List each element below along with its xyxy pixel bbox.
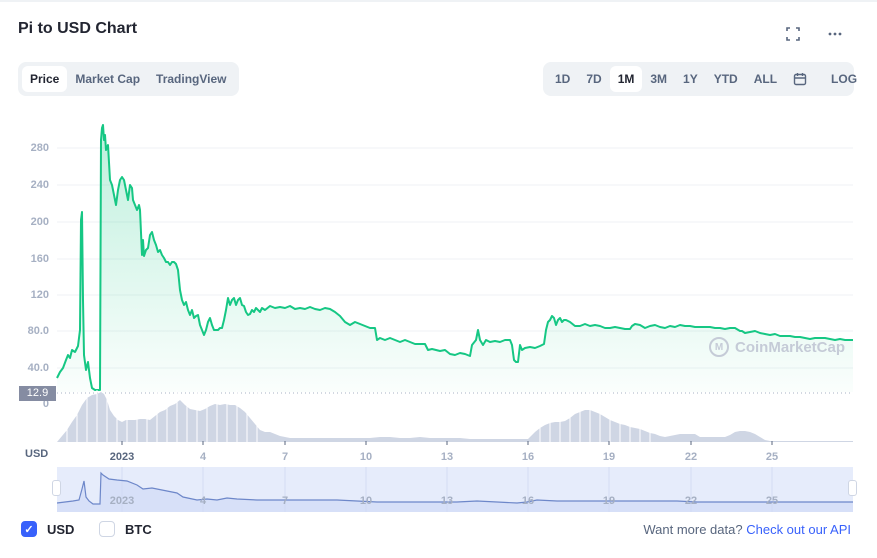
range-ytd[interactable]: YTD [713,72,738,86]
nav-tick-22: 22 [685,495,697,507]
x-tick-4: 4 [199,451,207,463]
x-tick-13: 13 [440,451,454,463]
y-tick-160: 160 [30,253,49,265]
nav-tick-4: 4 [200,495,207,507]
btc-checkbox[interactable] [99,521,115,537]
usd-label: USD [47,521,75,537]
tab-price[interactable]: Price [22,66,68,92]
tab-market-cap[interactable]: Market Cap [75,72,141,86]
usd-checkbox[interactable]: ✓ [21,521,37,537]
axis-currency-label: USD [25,448,49,460]
nav-tick-13: 13 [441,495,453,507]
nav-tick-7: 7 [282,495,288,507]
expand-icon[interactable] [785,26,801,42]
tab-tradingview[interactable]: TradingView [156,72,227,86]
range-1d[interactable]: 1D [555,72,571,86]
price-line [56,124,853,391]
watermark-text: CoinMarketCap [735,338,846,356]
nav-tick-19: 19 [603,495,615,507]
footer-api: Want more data? Check out our API [643,522,851,537]
current-price-tag: 12.9 [19,386,56,401]
range-1y[interactable]: 1Y [683,72,698,86]
nav-tick-16: 16 [522,495,534,507]
top-divider [0,0,877,2]
x-tick-19: 19 [602,451,616,463]
legend-btc[interactable]: BTC [99,521,152,537]
x-tick-16: 16 [521,451,535,463]
y-tick-240: 240 [30,179,49,191]
range-3m[interactable]: 3M [650,72,668,86]
more-horizontal-icon[interactable] [827,26,843,42]
y-tick-120: 120 [30,289,49,301]
y-tick-280: 280 [30,142,49,154]
x-axis-ticks [121,441,773,445]
range-1m[interactable]: 1M [609,66,643,92]
volume-bar-gaps [66,390,651,443]
y-tick-40: 40.0 [27,362,49,374]
volume-zero-label: 0 [42,398,49,410]
nav-tick-2023: 2023 [110,495,134,507]
chart-title: Pi to USD Chart [18,20,138,37]
x-tick-2023: 2023 [109,451,135,463]
x-tick-22: 22 [684,451,698,463]
range-7d[interactable]: 7D [586,72,602,86]
navigator-left-handle[interactable] [52,480,61,496]
coinmarketcap-logo-icon: M [709,337,729,357]
log-toggle[interactable]: LOG [831,72,858,86]
x-tick-25: 25 [765,451,779,463]
x-tick-10: 10 [359,451,373,463]
x-tick-7: 7 [281,451,289,463]
range-tabs: 1D 7D 1M 3M 1Y YTD ALL LOG [543,62,857,96]
y-tick-80: 80.0 [27,325,49,337]
volume-area [57,392,853,442]
chart-type-tabs: Price Market Cap TradingView [18,62,239,96]
coinmarketcap-watermark: M CoinMarketCap [709,337,845,357]
calendar-icon[interactable] [785,66,815,92]
footer-text: Want more data? [643,522,743,537]
btc-label: BTC [125,521,152,537]
nav-tick-25: 25 [766,495,778,507]
nav-tick-10: 10 [360,495,372,507]
legend-usd[interactable]: ✓ USD [21,521,74,537]
api-link[interactable]: Check out our API [746,522,851,537]
range-all[interactable]: ALL [753,72,778,86]
y-tick-200: 200 [30,216,49,228]
navigator-right-handle[interactable] [848,480,857,496]
range-navigator[interactable]: 2023 4 7 10 13 16 19 22 25 [57,467,853,512]
